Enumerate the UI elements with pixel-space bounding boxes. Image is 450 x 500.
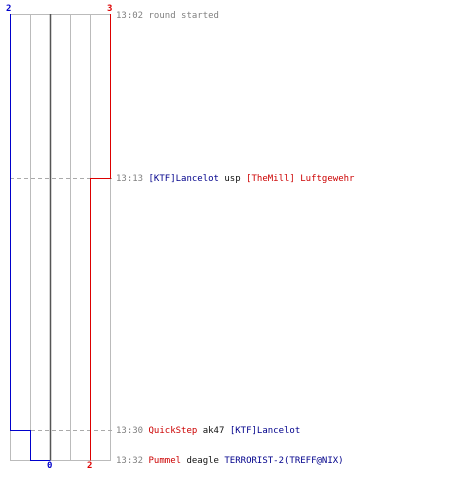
- red-start-count: 3: [107, 4, 113, 14]
- weapon-name: ak47: [202, 426, 225, 436]
- event-time: 13:02: [116, 11, 144, 21]
- killer-name: QuickStep: [148, 426, 198, 436]
- event-message: round started: [148, 11, 219, 21]
- kill-timeline-graph: [10, 14, 114, 461]
- grid: [10, 14, 111, 461]
- victim-name: TERRORIST-2(TREFF@NIX): [224, 456, 344, 466]
- event-time: 13:30: [116, 426, 144, 436]
- blue-start-count: 2: [6, 4, 12, 14]
- event-markers: [10, 178, 114, 431]
- event-kill: 13:30 QuickStep ak47 [KTF]Lancelot: [116, 426, 300, 436]
- event-round-start: 13:02 round started: [116, 11, 219, 21]
- event-time: 13:32: [116, 456, 144, 466]
- victim-name: [KTF]Lancelot: [229, 426, 301, 436]
- event-kill: 13:13 [KTF]Lancelot usp [TheMill] Luftge…: [116, 174, 354, 184]
- blue-end-count: 0: [47, 461, 53, 471]
- weapon-name: deagle: [186, 456, 219, 466]
- killer-name: Pummel: [148, 456, 182, 466]
- blue-team-line: [10, 14, 51, 461]
- killer-name: [KTF]Lancelot: [148, 174, 219, 184]
- event-time: 13:13: [116, 174, 144, 184]
- red-team-line: [90, 14, 111, 461]
- event-kill: 13:32 Pummel deagle TERRORIST-2(TREFF@NI…: [116, 456, 344, 466]
- red-end-count: 2: [87, 461, 93, 471]
- weapon-name: usp: [224, 174, 241, 184]
- victim-name: [TheMill] Luftgewehr: [246, 174, 355, 184]
